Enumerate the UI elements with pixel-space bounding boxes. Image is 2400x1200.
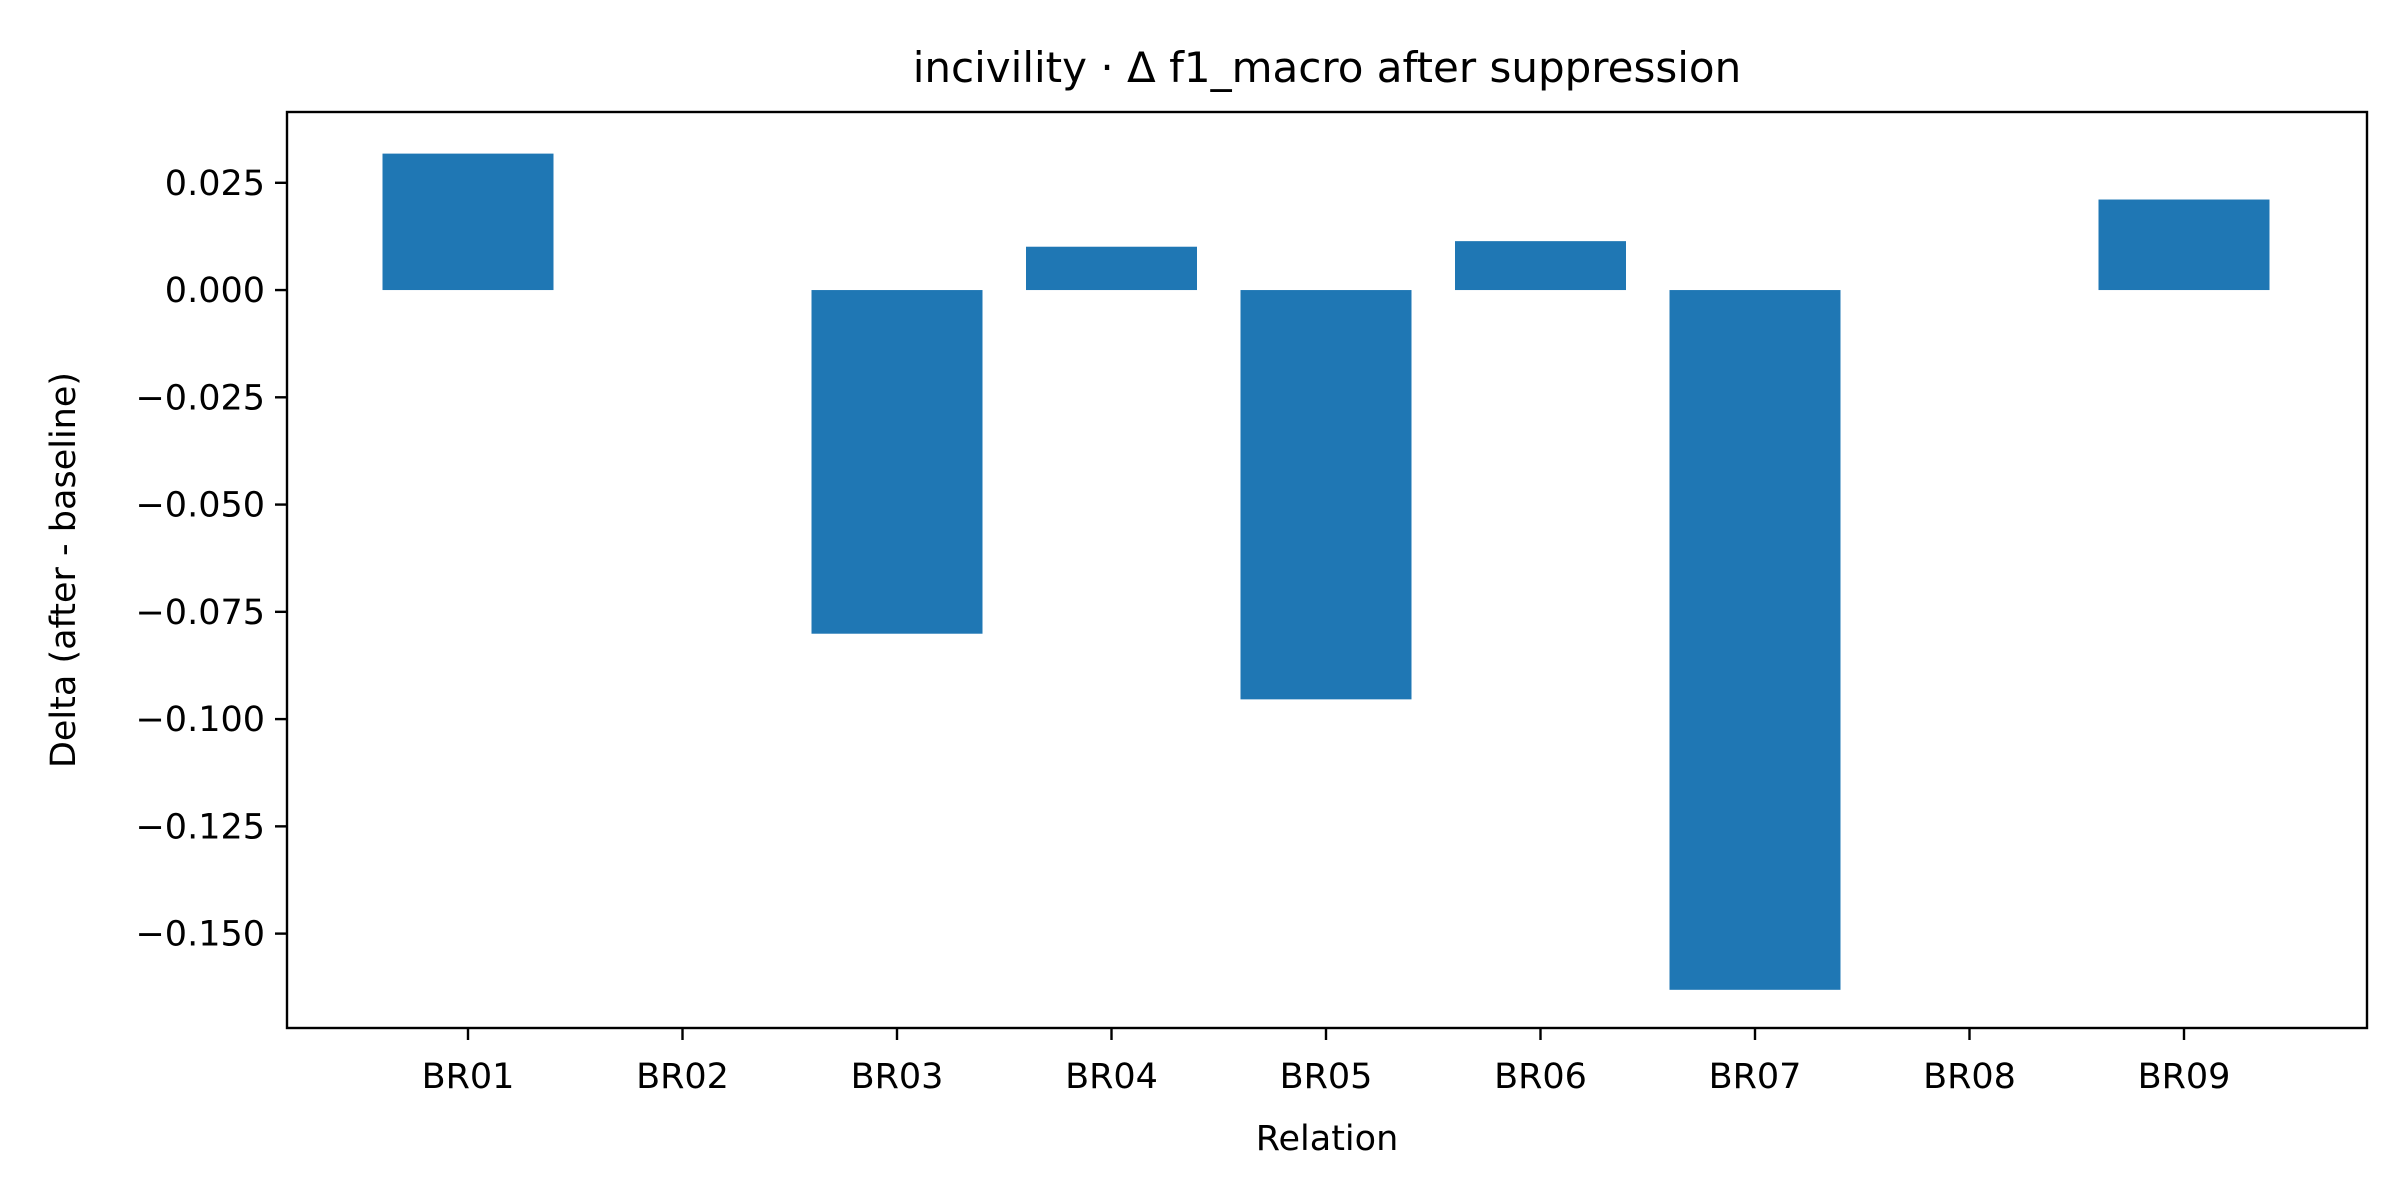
x-axis-ticks: BR01 BR02 BR03 BR04 BR05 BR06 BR07 BR08 BR09 [422,1028,2231,1097]
bars-group [382,153,2270,990]
y-axis-label: Delta (after - baseline) [44,372,84,768]
x-tick-label: BR07 [1709,1057,1802,1097]
x-tick-label: BR09 [2138,1057,2231,1097]
bar-br07 [1669,290,1841,990]
y-tick-label: −0.125 [135,807,265,847]
y-tick-label: −0.075 [135,593,265,633]
x-tick-label: BR05 [1280,1057,1373,1097]
bar-br03 [811,290,983,634]
y-tick-label: −0.100 [135,700,265,740]
x-tick-label: BR04 [1065,1057,1158,1097]
y-tick-label: −0.025 [135,378,265,418]
bar-br01 [382,153,554,291]
x-axis-label: Relation [1256,1119,1399,1159]
chart-title: incivility · Δ f1_macro after suppressio… [913,43,1741,92]
y-tick-label: −0.050 [135,486,265,526]
y-axis-ticks: 0.025 0.000 −0.025 −0.050 −0.075 −0.100 −0.125… [135,164,287,955]
bar-br06 [1455,241,1626,291]
bar-br05 [1240,290,1412,700]
y-tick-label: 0.025 [165,164,265,204]
y-tick-label: −0.150 [135,915,265,955]
x-tick-label: BR08 [1923,1057,2016,1097]
x-tick-label: BR03 [851,1057,944,1097]
bar-br04 [1026,246,1197,291]
y-tick-label: 0.000 [165,271,265,311]
x-tick-label: BR02 [636,1057,729,1097]
bar-br09 [2098,199,2270,291]
x-tick-label: BR06 [1494,1057,1587,1097]
x-tick-label: BR01 [422,1057,515,1097]
